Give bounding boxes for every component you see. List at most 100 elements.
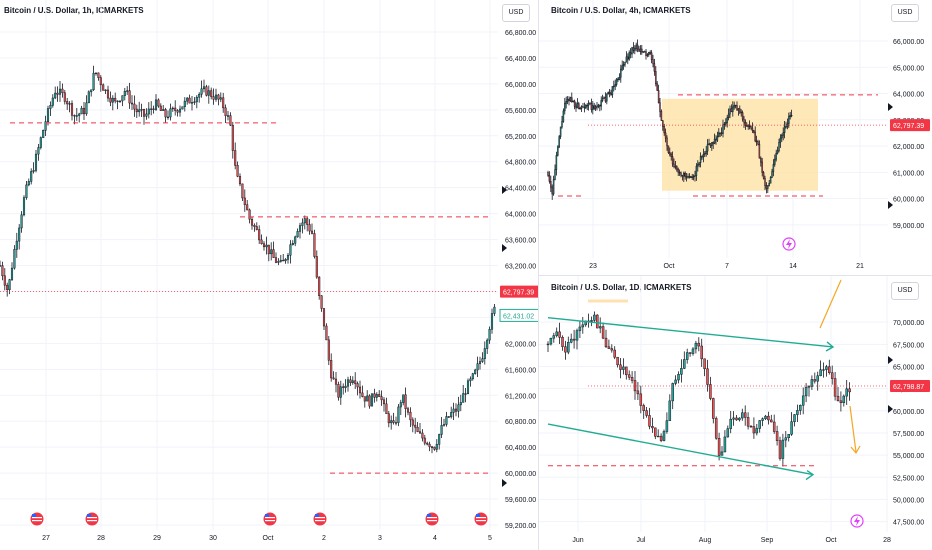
candle-body bbox=[662, 120, 664, 127]
y-tick-label: 61,000.00 bbox=[893, 170, 924, 177]
candle-body bbox=[790, 421, 793, 435]
candle-body bbox=[322, 308, 326, 327]
candle-body bbox=[778, 142, 780, 152]
lightning-icon bbox=[850, 514, 864, 528]
candle-body bbox=[790, 114, 793, 117]
candle-body bbox=[645, 410, 648, 416]
candle-body bbox=[325, 325, 328, 341]
candle-body bbox=[752, 426, 756, 434]
chart-1d-pane[interactable]: Bitcoin / U.S. Dollar, 1D, ICMARKETS USD… bbox=[538, 276, 932, 550]
candle-body bbox=[366, 395, 369, 402]
candle-body bbox=[447, 416, 450, 418]
x-tick-label: 4 bbox=[433, 535, 437, 542]
candle-body bbox=[135, 108, 138, 113]
candle-body bbox=[709, 143, 712, 147]
candle-body bbox=[361, 392, 364, 397]
secondary-price-tag-label: 62,431.02 bbox=[503, 313, 534, 320]
candle-body bbox=[118, 100, 122, 102]
candle-body bbox=[596, 314, 599, 329]
chart-1h-svg[interactable]: 66,800.00 66,400.00 66,000.00 65,600.00 65,2… bbox=[0, 0, 538, 550]
candle-body bbox=[599, 104, 601, 107]
us-flag-icon bbox=[85, 512, 99, 526]
candle-body bbox=[234, 150, 237, 166]
candle-body bbox=[555, 331, 558, 336]
bullish-scenario-arrow bbox=[819, 279, 842, 329]
candle-body bbox=[629, 52, 632, 55]
candle-body bbox=[666, 137, 668, 147]
y-tick-label: 47,500.00 bbox=[893, 520, 924, 527]
candle-body bbox=[624, 61, 626, 65]
y-tick-label: 64,400.00 bbox=[505, 186, 536, 193]
y-tick-label: 64,000.00 bbox=[893, 92, 924, 99]
candle-body bbox=[54, 92, 57, 99]
y-tick-label: 59,600.00 bbox=[505, 497, 536, 504]
chart-4h-pane[interactable]: Bitcoin / U.S. Dollar, 4h, ICMARKETS USD… bbox=[538, 0, 932, 275]
y-tick-label: 67,500.00 bbox=[893, 342, 924, 349]
candle-body bbox=[725, 122, 727, 125]
candle-body bbox=[619, 364, 622, 370]
candle-body bbox=[399, 402, 402, 408]
candle-body bbox=[636, 390, 640, 395]
channel-upper-line bbox=[547, 317, 834, 348]
pane-divider-vertical[interactable] bbox=[538, 0, 539, 550]
candle-body bbox=[634, 48, 636, 51]
candle-body bbox=[645, 51, 647, 56]
candle-body bbox=[308, 224, 311, 232]
candle-body bbox=[617, 78, 619, 81]
chart-4h-svg[interactable]: 66,000.0065,000.0064,000.0063,000.0062,0… bbox=[538, 0, 932, 275]
candle-body bbox=[85, 102, 88, 115]
y-tick-label: 62,000.00 bbox=[893, 144, 924, 151]
candle-body bbox=[152, 108, 155, 110]
currency-button[interactable]: USD bbox=[891, 282, 919, 300]
candle-body bbox=[592, 105, 594, 110]
candle-body bbox=[37, 147, 40, 155]
candle-body bbox=[289, 244, 292, 256]
candle-body bbox=[130, 102, 134, 105]
candle-body bbox=[349, 379, 352, 383]
currency-button[interactable]: USD bbox=[502, 4, 530, 22]
candle-body bbox=[20, 214, 23, 229]
candle-body bbox=[56, 92, 59, 95]
candle-body bbox=[207, 90, 210, 96]
candle-body bbox=[697, 342, 701, 347]
candle-body bbox=[673, 163, 675, 168]
candle-body bbox=[769, 177, 772, 184]
candle-body bbox=[34, 153, 38, 171]
candle-body bbox=[680, 172, 682, 176]
y-tick-label: 59,200.00 bbox=[505, 523, 536, 530]
candle-body bbox=[582, 106, 584, 108]
candle-body bbox=[720, 451, 724, 456]
candle-body bbox=[342, 386, 345, 388]
candle-body bbox=[720, 132, 723, 134]
pane-divider-horizontal[interactable] bbox=[539, 275, 932, 276]
candle-body bbox=[732, 106, 734, 113]
currency-button[interactable]: USD bbox=[891, 4, 919, 22]
candle-body bbox=[63, 92, 66, 102]
candle-body bbox=[474, 369, 477, 374]
candle-body bbox=[683, 359, 686, 369]
candle-body bbox=[723, 436, 727, 453]
candle-body bbox=[267, 244, 270, 255]
candle-body bbox=[241, 183, 244, 199]
candle-body bbox=[706, 144, 709, 152]
candle-body bbox=[286, 254, 290, 260]
candle-body bbox=[684, 172, 686, 177]
y-tick-label: 55,000.00 bbox=[893, 453, 924, 460]
candle-body bbox=[382, 399, 386, 405]
candle-body bbox=[464, 393, 467, 395]
chart-1d-svg[interactable]: 70,000.0067,500.0065,000.0062,500.0060,0… bbox=[538, 276, 932, 550]
candle-body bbox=[611, 86, 614, 96]
y-tick-label: 70,000.00 bbox=[893, 320, 924, 327]
candle-body bbox=[61, 88, 64, 94]
chart-1h-pane[interactable]: Bitcoin / U.S. Dollar, 1h, ICMARKETS USD… bbox=[0, 0, 538, 550]
candle-body bbox=[104, 89, 107, 92]
candle-body bbox=[683, 172, 685, 177]
candle-body bbox=[735, 417, 738, 421]
candle-body bbox=[680, 368, 683, 375]
candle-body bbox=[157, 99, 160, 107]
candle-body bbox=[552, 335, 556, 339]
candle-body bbox=[688, 352, 692, 354]
candle-body bbox=[754, 131, 756, 142]
candle-body bbox=[618, 77, 621, 81]
candle-body bbox=[630, 377, 634, 381]
